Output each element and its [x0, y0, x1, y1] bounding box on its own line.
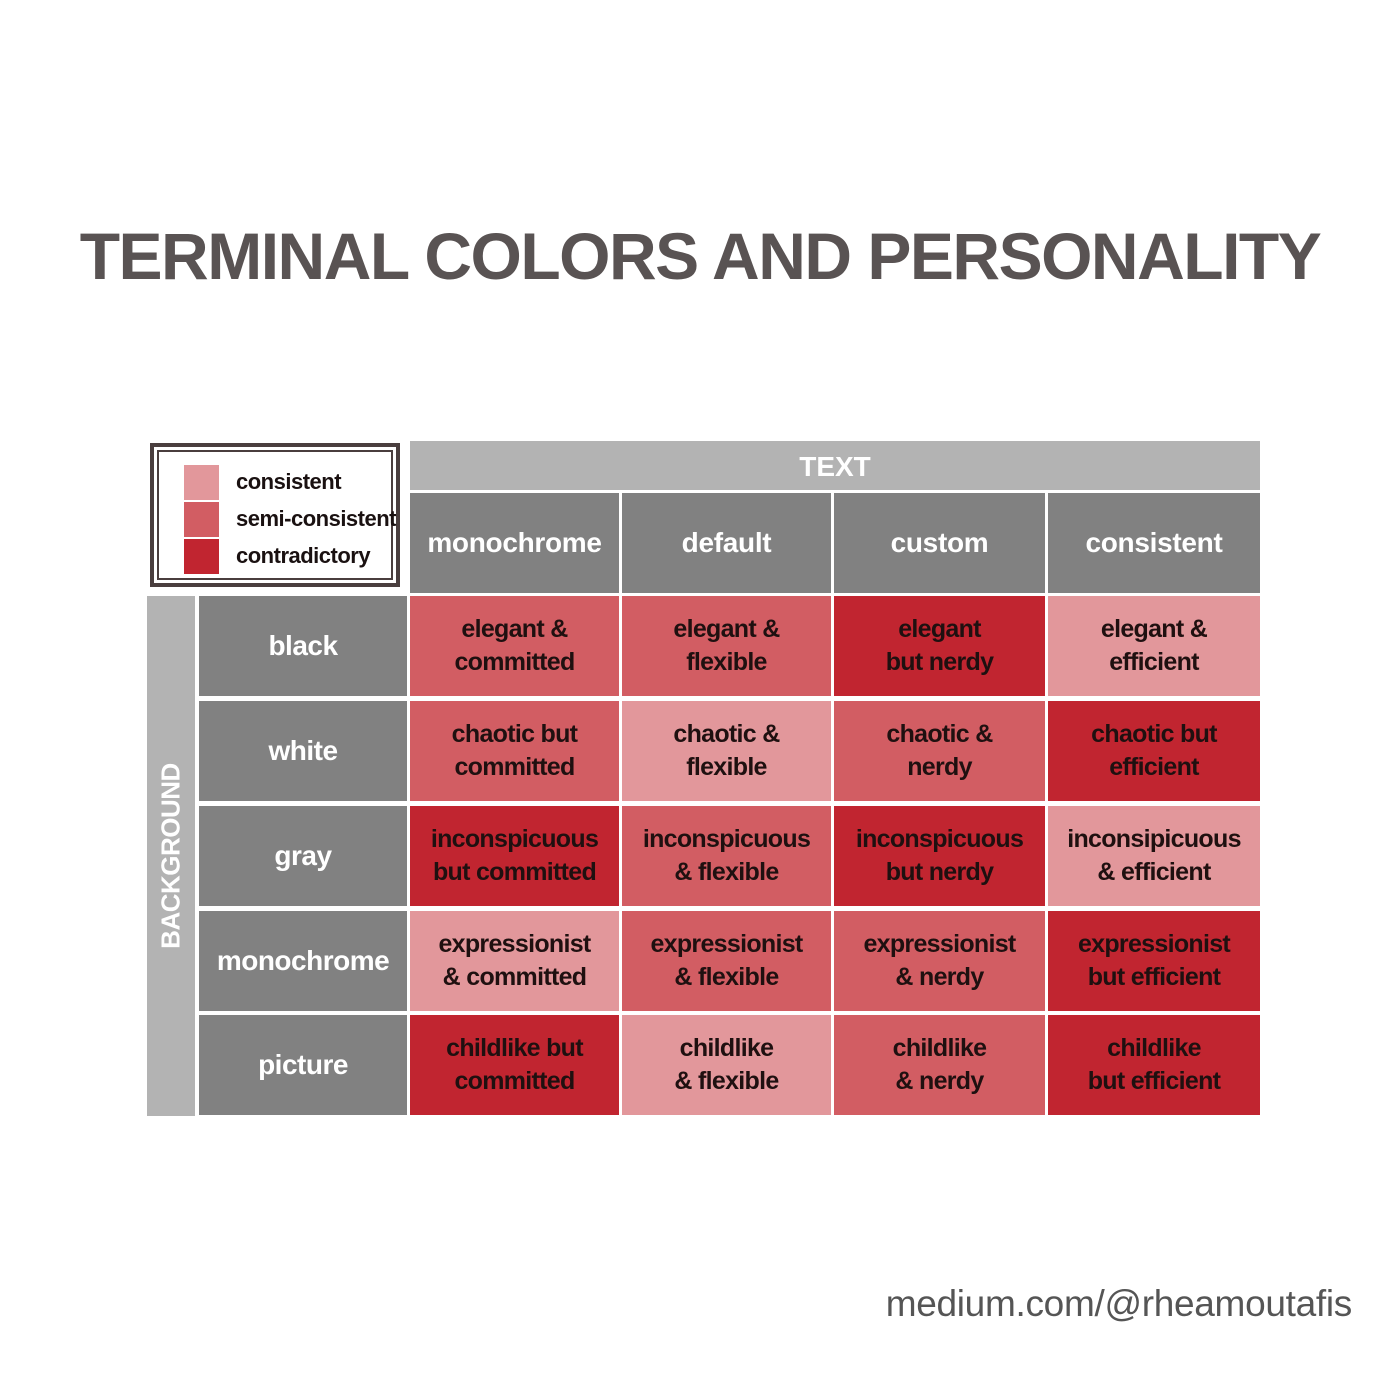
cell-text-line: childlike — [679, 1034, 774, 1062]
column-header-monochrome: monochrome — [410, 493, 619, 593]
column-header-custom: custom — [834, 493, 1045, 593]
cell-text-line: inconspicuous — [855, 825, 1024, 853]
cell-text-line: expressionist — [438, 930, 591, 958]
cell-text-line: but efficient — [1087, 963, 1221, 991]
cell-text-line: expressionist — [863, 930, 1016, 958]
legend: consistent semi-consistent contradictory — [150, 443, 400, 587]
legend-swatch-contradictory — [184, 538, 219, 574]
cell-text-line: chaotic & — [673, 720, 780, 748]
cell-text-line: elegant & — [1100, 615, 1208, 643]
row-header-picture: picture — [199, 1015, 407, 1115]
legend-label: semi-consistent — [236, 506, 397, 531]
cell-text-line: & nerdy — [895, 963, 984, 991]
grid-cell-monochrome-consistent: expressionist but efficient — [1048, 911, 1260, 1011]
cell-text-line: & efficient — [1097, 858, 1211, 886]
cell-text-line: chaotic but — [1091, 720, 1217, 748]
cell-text-line: but efficient — [1087, 1067, 1221, 1095]
cell-text-line: efficient — [1109, 753, 1199, 781]
legend-label: consistent — [236, 469, 342, 494]
cell-text-line: inconspicuous — [642, 825, 811, 853]
cell-text-line: committed — [454, 648, 575, 676]
row-header-black: black — [199, 596, 407, 696]
cell-text-line: & flexible — [674, 1067, 779, 1095]
grid-cell-monochrome-custom: expressionist & nerdy — [834, 911, 1045, 1011]
cell-text-line: & committed — [442, 963, 587, 991]
legend-swatch-consistent — [184, 464, 219, 500]
cell-text-line: inconspicuous — [430, 825, 599, 853]
grid-cell-black-monochrome: elegant & committed — [410, 596, 619, 696]
cell-text-line: elegant & — [673, 615, 780, 643]
background-group-header: BACKGROUND — [147, 596, 195, 1116]
cell-text-line: efficient — [1109, 648, 1199, 676]
grid-cell-gray-monochrome: inconspicuous but committed — [410, 806, 619, 906]
cell-text-line: & flexible — [674, 858, 779, 886]
grid-cell-white-monochrome: chaotic but committed — [410, 701, 619, 801]
grid-cell-white-consistent: chaotic but efficient — [1048, 701, 1260, 801]
cell-text-line: chaotic but — [451, 720, 578, 748]
background-group-label: BACKGROUND — [155, 763, 186, 949]
grid-cell-gray-custom: inconspicuous but nerdy — [834, 806, 1045, 906]
cell-text-line: but nerdy — [885, 648, 994, 676]
cell-text-line: nerdy — [907, 753, 972, 781]
legend-item-contradictory: contradictory — [184, 538, 371, 574]
cell-text-line: committed — [454, 1067, 575, 1095]
grid-cell-monochrome-default: expressionist & flexible — [622, 911, 831, 1011]
cell-text-line: elegant — [898, 615, 981, 643]
legend-label: contradictory — [236, 543, 371, 568]
grid-cell-gray-default: inconspicuous & flexible — [622, 806, 831, 906]
column-header-default: default — [622, 493, 831, 593]
grid-cell-black-custom: elegant but nerdy — [834, 596, 1045, 696]
legend-item-semi-consistent: semi-consistent — [184, 501, 397, 537]
grid-cell-black-consistent: elegant & efficient — [1048, 596, 1260, 696]
cell-text-line: flexible — [686, 753, 767, 781]
cell-text-line: committed — [454, 753, 575, 781]
legend-item-consistent: consistent — [184, 464, 342, 500]
row-header-monochrome: monochrome — [199, 911, 407, 1011]
grid-cell-monochrome-monochrome: expressionist & committed — [410, 911, 619, 1011]
cell-text-line: elegant & — [461, 615, 568, 643]
cell-text-line: expressionist — [650, 930, 803, 958]
text-group-header: TEXT — [410, 441, 1260, 490]
grid-cell-white-custom: chaotic & nerdy — [834, 701, 1045, 801]
cell-text-line: but committed — [432, 858, 597, 886]
grid-cell-picture-consistent: childlike but efficient — [1048, 1015, 1260, 1115]
cell-text-line: & flexible — [674, 963, 779, 991]
cell-text-line: chaotic & — [886, 720, 993, 748]
row-header-white: white — [199, 701, 407, 801]
grid-cell-picture-custom: childlike & nerdy — [834, 1015, 1045, 1115]
cell-text-line: flexible — [686, 648, 767, 676]
grid-cell-picture-default: childlike & flexible — [622, 1015, 831, 1115]
cell-text-line: & nerdy — [895, 1067, 984, 1095]
cell-text-line: childlike but — [446, 1034, 583, 1062]
grid-cell-white-default: chaotic & flexible — [622, 701, 831, 801]
cell-text-line: inconsipicuous — [1067, 825, 1241, 853]
cell-text-line: childlike — [892, 1034, 987, 1062]
cell-text-line: but nerdy — [885, 858, 994, 886]
grid-cell-gray-consistent: inconsipicuous & efficient — [1048, 806, 1260, 906]
cell-text-line: expressionist — [1077, 930, 1231, 958]
row-header-gray: gray — [199, 806, 407, 906]
page-title: TERMINAL COLORS AND PERSONALITY — [79, 219, 1322, 293]
grid-cell-picture-monochrome: childlike but committed — [410, 1015, 619, 1115]
credit-link[interactable]: medium.com/@rheamoutafis — [885, 1283, 1353, 1324]
grid-cell-black-default: elegant & flexible — [622, 596, 831, 696]
cell-text-line: childlike — [1107, 1034, 1201, 1062]
column-header-consistent: consistent — [1048, 493, 1260, 593]
legend-swatch-semi-consistent — [184, 501, 219, 537]
